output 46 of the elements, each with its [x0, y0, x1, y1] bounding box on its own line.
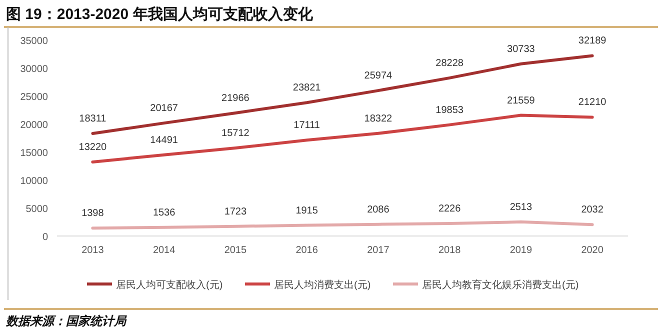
data-label: 23821 [292, 82, 322, 94]
y-tick-label: 35000 [20, 36, 48, 47]
legend-label: 居民人均教育文化娱乐消费支出(元) [422, 279, 579, 291]
data-label: 1536 [152, 207, 176, 218]
data-label: 21559 [507, 95, 536, 106]
data-label: 14491 [150, 134, 178, 146]
x-tick-label: 2016 [296, 245, 318, 256]
data-label: 15712 [222, 128, 250, 140]
y-tick-label: 15000 [20, 148, 48, 159]
x-tick-label: 2018 [438, 245, 462, 256]
title: 图 19：2013-2020 年我国人均可支配收入变化 [6, 6, 313, 23]
legend-label: 居民人均消费支出(元) [274, 279, 371, 291]
x-tick-label: 2017 [367, 245, 390, 256]
x-tick-label: 2013 [82, 245, 104, 256]
data-label: 17111 [294, 120, 320, 132]
x-tick-label: 2019 [510, 245, 532, 256]
y-tick-label: 25000 [20, 92, 48, 103]
data-label: 25974 [364, 70, 393, 82]
source-note: 数据来源：国家统计局 [5, 314, 127, 328]
data-label: 30733 [507, 44, 536, 55]
data-label: 2032 [581, 204, 604, 216]
data-label: 13220 [78, 142, 108, 153]
data-label: 1915 [296, 205, 318, 216]
x-tick-label: 2015 [224, 245, 247, 256]
data-label: 18311 [79, 113, 107, 124]
data-label: 21210 [578, 97, 607, 108]
x-tick-label: 2014 [152, 245, 176, 256]
x-tick-label: 2020 [581, 245, 604, 256]
data-label: 19853 [436, 104, 464, 116]
y-tick-label: 5000 [26, 204, 48, 215]
data-label: 20167 [150, 103, 178, 114]
data-label: 18322 [364, 113, 393, 124]
legend-label: 居民人均可支配收入(元) [116, 279, 223, 291]
data-label: 2226 [438, 204, 462, 215]
data-label: 1398 [82, 208, 104, 220]
data-label: 2086 [367, 204, 390, 216]
y-tick-label: 30000 [20, 64, 48, 75]
line-series [91, 220, 594, 230]
data-label: 21966 [222, 92, 250, 104]
y-tick-label: 10000 [20, 176, 48, 187]
data-label: 28228 [436, 58, 464, 69]
data-label: 32189 [578, 36, 607, 47]
data-label: 2513 [510, 202, 532, 213]
data-label: 1723 [224, 206, 247, 218]
y-tick-label: 0 [42, 232, 48, 243]
y-tick-label: 20000 [20, 120, 48, 131]
